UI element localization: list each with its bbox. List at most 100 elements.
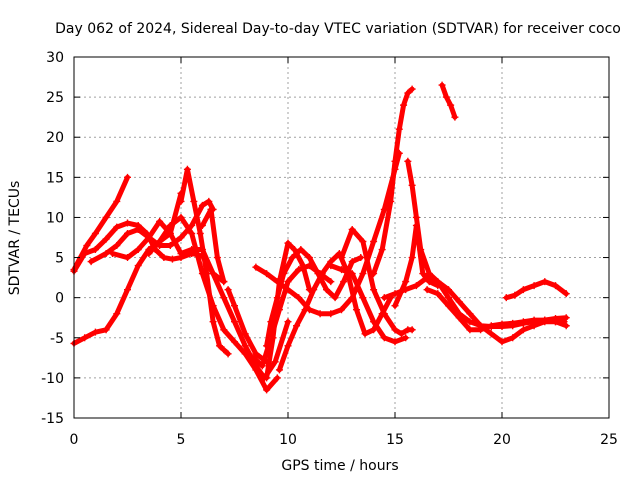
data-point-marker	[408, 181, 416, 189]
data-point-marker	[404, 157, 412, 165]
data-point-marker	[380, 294, 388, 302]
data-point-marker	[562, 314, 570, 322]
data-point-marker	[419, 270, 427, 278]
data-point-marker	[509, 319, 517, 327]
data-point-marker	[370, 318, 378, 326]
data-point-marker	[91, 229, 99, 237]
data-point-marker	[269, 334, 277, 342]
data-point-marker	[252, 366, 260, 374]
y-tick-label: 20	[46, 130, 64, 146]
data-point-marker	[423, 286, 431, 294]
data-point-marker	[305, 254, 313, 262]
data-point-marker	[124, 229, 131, 237]
data-point-marker	[434, 278, 442, 286]
data-point-marker	[519, 326, 527, 334]
data-point-marker	[455, 314, 463, 322]
data-point-marker	[402, 286, 410, 294]
data-point-marker	[250, 354, 258, 362]
data-point-marker	[445, 302, 452, 310]
data-point-marker	[241, 342, 249, 350]
data-point-marker	[541, 278, 549, 286]
x-tick-label: 10	[279, 432, 297, 448]
data-point-marker	[263, 342, 271, 350]
data-point-marker	[519, 286, 527, 294]
data-point-marker	[370, 326, 378, 334]
data-point-marker	[177, 197, 185, 205]
grid	[74, 57, 609, 418]
data-point-marker	[445, 294, 452, 302]
data-point-marker	[562, 322, 570, 330]
data-point-marker	[102, 326, 110, 334]
data-point-marker	[224, 286, 232, 294]
data-point-marker	[124, 254, 131, 262]
data-point-marker	[295, 294, 303, 302]
data-point-marker	[109, 250, 117, 258]
y-tick-label: -10	[41, 371, 64, 387]
data-point-marker	[207, 205, 215, 213]
data-point-marker	[327, 310, 335, 318]
data-point-marker	[241, 350, 249, 358]
series-trace	[439, 82, 458, 120]
data-point-marker	[391, 290, 399, 298]
data-point-marker	[402, 278, 410, 286]
data-point-marker	[102, 235, 110, 243]
data-point-marker	[134, 225, 142, 233]
data-point-marker	[380, 310, 388, 318]
data-point-marker	[402, 334, 410, 342]
x-tick-label: 15	[386, 432, 404, 448]
data-point-marker	[316, 310, 324, 318]
y-tick-label: 25	[46, 90, 64, 106]
data-point-marker	[198, 201, 206, 209]
y-tick-label: 30	[46, 50, 64, 66]
data-point-marker	[124, 286, 131, 294]
data-point-marker	[487, 330, 495, 338]
data-point-marker	[113, 310, 121, 318]
data-series	[423, 286, 570, 334]
data-point-marker	[284, 286, 292, 294]
data-series	[438, 81, 459, 121]
data-point-marker	[258, 362, 266, 370]
y-axis-label: SDTVAR / TECUs	[7, 181, 23, 296]
data-point-marker	[447, 101, 455, 109]
data-point-marker	[408, 326, 416, 334]
series-trace	[199, 206, 227, 285]
data-series	[177, 165, 232, 358]
data-point-marker	[438, 81, 446, 89]
data-point-marker	[498, 320, 506, 328]
data-point-marker	[552, 318, 559, 326]
data-point-marker	[412, 213, 420, 221]
data-point-marker	[83, 242, 91, 250]
data-point-marker	[378, 246, 386, 254]
data-point-marker	[188, 229, 196, 237]
data-point-marker	[145, 234, 153, 241]
data-point-marker	[231, 318, 238, 326]
data-point-marker	[395, 125, 403, 133]
y-tick-label: -15	[41, 411, 64, 427]
y-tick-label: -5	[50, 331, 64, 347]
data-point-marker	[391, 326, 399, 334]
data-point-marker	[380, 334, 388, 342]
data-point-marker	[498, 338, 506, 346]
data-series	[263, 239, 313, 382]
data-point-marker	[160, 254, 168, 262]
data-series	[370, 85, 416, 278]
data-point-marker	[145, 250, 153, 258]
data-point-marker	[220, 326, 228, 334]
data-point-marker	[196, 229, 204, 237]
data-point-marker	[408, 254, 416, 262]
data-series	[338, 225, 416, 338]
data-point-marker	[113, 223, 121, 231]
data-series	[327, 262, 410, 346]
data-point-marker	[338, 266, 345, 274]
data-point-marker	[113, 242, 121, 250]
data-point-marker	[391, 302, 399, 310]
y-tick-label: 10	[46, 210, 64, 226]
data-point-marker	[445, 286, 452, 294]
data-point-marker	[387, 197, 395, 205]
series-trace	[276, 251, 394, 373]
y-tick-label: 0	[55, 291, 64, 307]
data-point-marker	[156, 238, 164, 246]
data-point-marker	[301, 306, 309, 314]
